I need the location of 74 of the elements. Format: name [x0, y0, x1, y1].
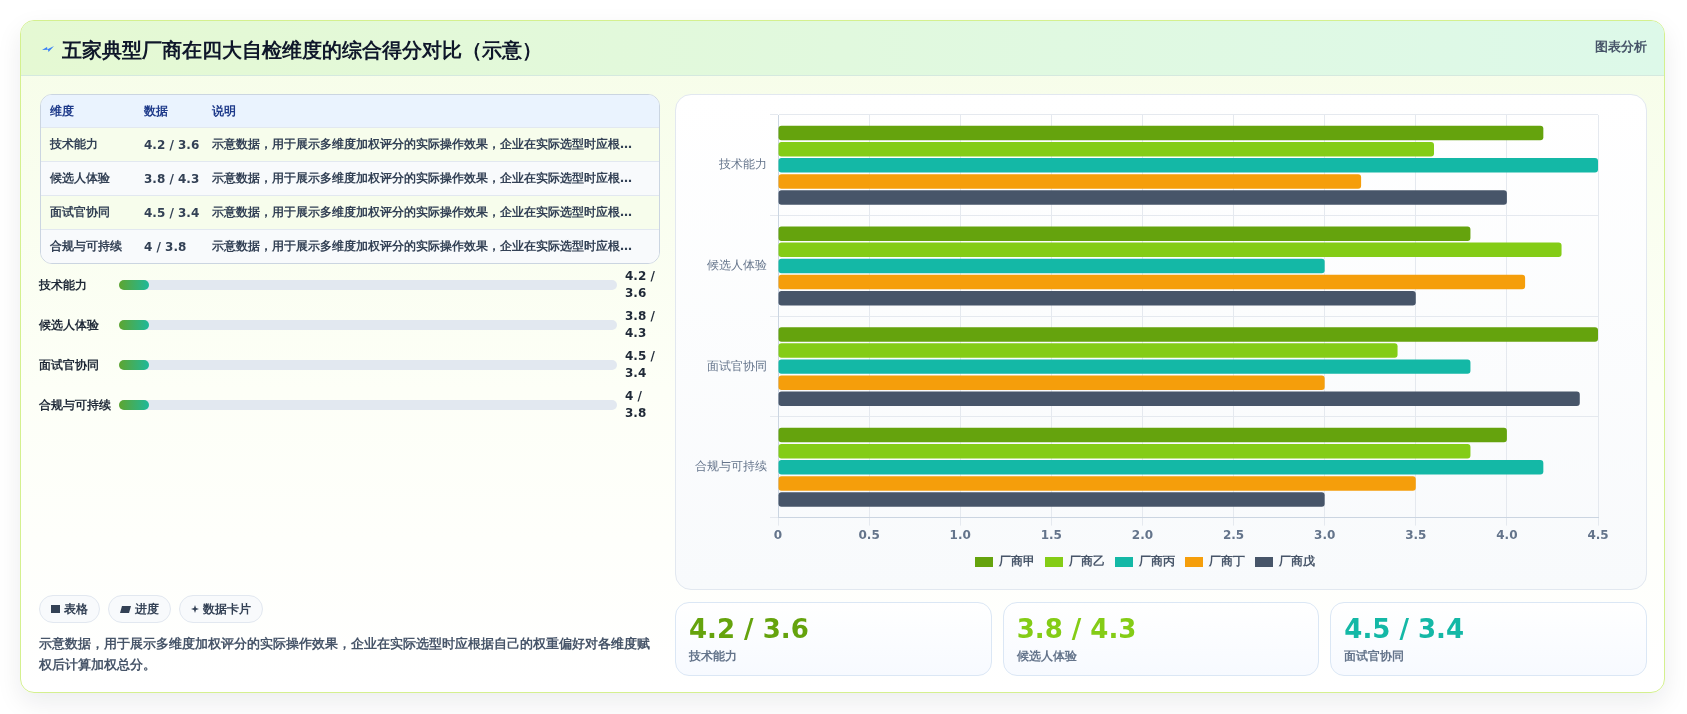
- legend-label: 厂商戊: [1278, 554, 1315, 569]
- text: 4.2 / 3.6: [144, 137, 200, 152]
- text: 示意数据，用于展示多维度加权评分的实际操作效果，企业在实际选型时应根…: [212, 205, 632, 219]
- category-label: 技术能力: [39, 278, 87, 292]
- x-tick-label: 1.5: [1040, 527, 1062, 542]
- text: 示意数据，用于展示多维度加权评分的实际操作效果，企业在实际选型时应根…: [212, 137, 632, 151]
- category-label: 技术能力: [50, 137, 98, 151]
- text: 五家典型厂商在四大自检维度的综合得分对比（示意）: [62, 38, 542, 62]
- bar: [778, 158, 1598, 173]
- bar: [778, 258, 1325, 274]
- x-tick-label: 0.5: [858, 527, 880, 542]
- bar: [778, 391, 1580, 407]
- category-label: 面试官协同: [1344, 649, 1405, 663]
- bar: [778, 460, 1544, 475]
- x-tick-label: 4.5: [1587, 527, 1609, 542]
- text: 维度: [50, 103, 74, 118]
- text: 4.5 / 3.4: [1344, 614, 1465, 644]
- bar: [778, 443, 1471, 459]
- x-tick-label: 3.5: [1405, 527, 1427, 542]
- category-label: 面试官协同: [39, 358, 99, 372]
- text: 示意数据，用于展示多维度加权评分的实际操作效果，企业在实际选型时应根…: [212, 171, 632, 185]
- text: 4.2 / 3.6: [689, 614, 809, 644]
- bar: [778, 174, 1362, 189]
- text: 说明: [212, 103, 236, 118]
- x-tick-label: 4.0: [1496, 527, 1518, 542]
- text: 3.8 / 4.3: [144, 171, 200, 186]
- text: 4.2 / 3.6: [625, 269, 655, 300]
- bar: [778, 492, 1325, 507]
- category-label: 合规与可持续: [50, 239, 122, 253]
- y-tick-label: 技术能力: [718, 157, 767, 172]
- x-tick-label: 1.0: [949, 527, 971, 542]
- bar: [778, 476, 1416, 491]
- bar: [778, 343, 1398, 358]
- text: 4 / 3.8: [625, 389, 647, 420]
- bar: [778, 190, 1507, 205]
- category-label: 候选人体验: [50, 171, 110, 185]
- bar: [778, 427, 1507, 443]
- text: 图表分析: [1595, 39, 1647, 54]
- category-label: 候选人体验: [1016, 649, 1077, 663]
- text: 数据: [144, 103, 168, 118]
- category-label: 技术能力: [689, 649, 737, 663]
- bar: [778, 359, 1471, 374]
- legend-label: 厂商丁: [1208, 554, 1245, 569]
- text: 4.5 / 3.4: [144, 205, 200, 220]
- legend-label: 厂商丙: [1138, 554, 1175, 569]
- y-tick-label: 面试官协同: [707, 358, 767, 373]
- x-tick-label: 3.0: [1314, 527, 1336, 542]
- bar: [778, 141, 1434, 157]
- tag-chip: 数据卡片: [179, 595, 263, 623]
- bar: [778, 327, 1598, 342]
- bar: [778, 242, 1562, 258]
- text: 示意数据，用于展示多维度加权评分的实际操作效果，企业在实际选型时应根…: [212, 239, 632, 253]
- text: 4.5 / 3.4: [625, 349, 655, 380]
- text: 3.8 / 4.3: [625, 309, 655, 340]
- text: 3.8 / 4.3: [1016, 614, 1137, 644]
- y-tick-label: 合规与可持续: [695, 459, 767, 474]
- y-tick-label: 候选人体验: [707, 258, 767, 273]
- category-label: 合规与可持续: [39, 398, 111, 412]
- legend-label: 厂商乙: [1068, 554, 1105, 569]
- bar: [778, 375, 1325, 390]
- text: 示意数据，用于展示多维度加权评分的实际操作效果，企业在实际选型时应根据自己的权重偏好对各维度赋权后计算加权总分。: [39, 636, 650, 672]
- bar: [778, 226, 1471, 242]
- x-tick-label: 0: [773, 527, 783, 542]
- tag-chip: 表格: [39, 595, 100, 623]
- category-label: 候选人体验: [39, 318, 99, 332]
- legend-label: 厂商甲: [998, 554, 1035, 569]
- bar: [778, 274, 1526, 290]
- bar: [778, 290, 1416, 306]
- x-tick-label: 2.0: [1131, 527, 1154, 542]
- category-label: 面试官协同: [50, 205, 110, 219]
- text: 4 / 3.8: [144, 239, 187, 254]
- bar: [778, 125, 1544, 141]
- x-tick-label: 2.5: [1222, 527, 1245, 542]
- tag-chip: 进度: [108, 595, 171, 623]
